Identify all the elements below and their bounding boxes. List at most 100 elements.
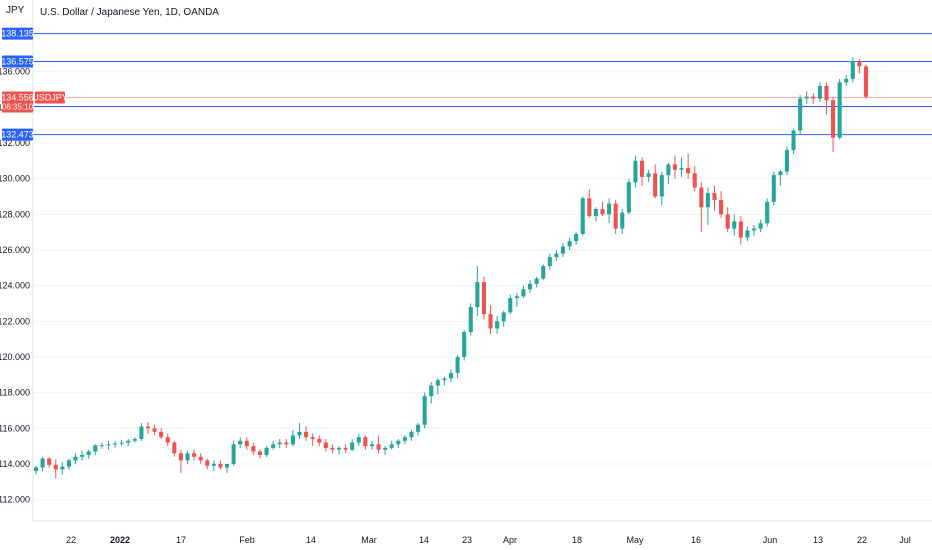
candle-body xyxy=(534,278,539,284)
candle-body xyxy=(455,356,460,374)
currency-label: JPY xyxy=(6,5,25,16)
x-tick-label: 14 xyxy=(419,535,429,545)
candle-body xyxy=(765,201,770,224)
candle-body xyxy=(784,150,789,172)
candle-body xyxy=(66,460,71,467)
horizontal-lines xyxy=(33,33,932,136)
candles xyxy=(33,57,869,479)
candle-body xyxy=(198,456,203,461)
candle-body xyxy=(172,442,177,454)
candle-body xyxy=(192,453,197,457)
candle-body xyxy=(376,444,381,450)
candle-body xyxy=(600,208,605,215)
candle-body xyxy=(343,447,348,450)
candle-body xyxy=(139,426,144,439)
candle-body xyxy=(528,283,533,290)
candle-body xyxy=(719,200,724,215)
candle-body xyxy=(396,440,401,445)
candle-body xyxy=(330,447,335,450)
x-tick-label: Jun xyxy=(763,535,778,545)
x-tick-label: 2022 xyxy=(110,535,130,545)
candle-body xyxy=(488,314,493,329)
x-tick-label: Jul xyxy=(899,535,911,545)
candle-body xyxy=(659,175,664,197)
y-tick-label: 130.000 xyxy=(0,174,30,184)
candle-body xyxy=(80,455,85,457)
candle-body xyxy=(811,96,816,99)
x-tick-label: Apr xyxy=(503,535,517,545)
candle-body xyxy=(47,458,52,465)
candle-body xyxy=(824,85,829,101)
price-axis: 136.000134.000132.000130.000128.000126.0… xyxy=(0,0,34,521)
x-tick-label: 22 xyxy=(66,535,76,545)
x-tick-label: 17 xyxy=(176,535,186,545)
candle-body xyxy=(837,82,842,138)
x-tick-label: 14 xyxy=(306,535,316,545)
candle-body xyxy=(251,446,256,452)
candle-body xyxy=(771,175,776,202)
candle-body xyxy=(863,66,869,97)
candle-body xyxy=(475,282,480,308)
candle-body xyxy=(448,373,454,379)
candle-body xyxy=(93,445,98,452)
candle-body xyxy=(99,445,104,447)
y-tick-label: 132.000 xyxy=(0,138,30,148)
candle-body xyxy=(369,444,374,447)
candle-body xyxy=(468,307,473,333)
candle-body xyxy=(633,160,638,183)
price-axis-bg xyxy=(0,0,33,521)
candle-body xyxy=(791,130,796,151)
candle-body xyxy=(224,463,230,468)
candle-body xyxy=(40,458,45,468)
candle-body xyxy=(402,437,407,441)
candle-body xyxy=(218,463,223,468)
candle-body xyxy=(185,453,190,461)
x-tick-label: Feb xyxy=(239,535,255,545)
candle-body xyxy=(699,187,704,208)
candle-body xyxy=(692,173,697,188)
y-tick-label: 112.000 xyxy=(0,495,30,505)
candle-body xyxy=(350,442,355,450)
last-price-label: 134.556 xyxy=(1,92,34,102)
candle-body xyxy=(521,289,526,297)
candle-body xyxy=(626,182,631,213)
candle-body xyxy=(336,447,342,450)
candle-body xyxy=(705,192,710,208)
candle-body xyxy=(495,321,500,329)
candle-body xyxy=(666,164,671,176)
candle-body xyxy=(481,282,486,315)
candle-body xyxy=(567,241,572,247)
candle-body xyxy=(33,467,39,472)
x-tick-label: 13 xyxy=(813,535,823,545)
candle-body xyxy=(211,463,216,466)
y-tick-label: 136.000 xyxy=(0,67,30,77)
candle-body xyxy=(73,456,78,461)
candle-body xyxy=(804,96,809,99)
candle-body xyxy=(145,426,151,429)
candle-body xyxy=(277,442,282,445)
candle-body xyxy=(732,221,737,229)
last-price-tag xyxy=(2,91,33,113)
candle-body xyxy=(679,167,684,170)
candle-body xyxy=(409,431,414,438)
candle-body xyxy=(416,424,421,432)
candle-body xyxy=(165,437,170,443)
candle-body xyxy=(593,208,598,217)
y-tick-label: 118.000 xyxy=(0,388,30,398)
candle-body xyxy=(257,451,263,456)
horizontal-line-label: 132.473 xyxy=(1,130,34,140)
candle-body xyxy=(620,212,625,229)
candle-body xyxy=(297,431,302,436)
y-tick-label: 122.000 xyxy=(0,316,30,326)
candle-body xyxy=(653,173,658,197)
x-tick-label: 18 xyxy=(572,535,582,545)
candle-body xyxy=(587,198,592,217)
candle-body xyxy=(178,453,183,461)
price-tags: 138.135136.575134.047132.473134.55606:35… xyxy=(1,27,68,141)
symbol-tag xyxy=(35,91,65,104)
candle-body xyxy=(613,203,618,229)
candle-body xyxy=(159,431,164,438)
y-tick-label: 124.000 xyxy=(0,281,30,291)
